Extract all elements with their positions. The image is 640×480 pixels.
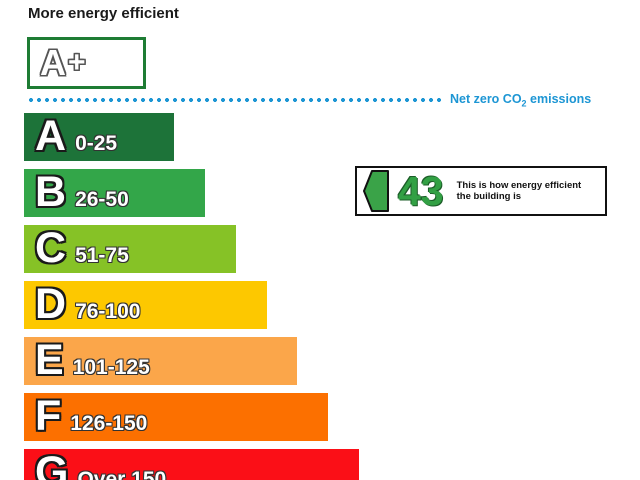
band-b-letter: B bbox=[35, 168, 67, 216]
band-f: F 126-150 bbox=[24, 393, 328, 441]
band-d: D 76-100 bbox=[24, 281, 267, 329]
band-c-range: 51-75 bbox=[75, 244, 129, 267]
band-c-letter: C bbox=[35, 224, 67, 272]
band-e-range: 101-125 bbox=[72, 356, 150, 379]
page-title: More energy efficient bbox=[28, 5, 179, 22]
a-plus-badge: A + bbox=[27, 37, 146, 89]
net-zero-text-end: emissions bbox=[526, 92, 592, 106]
band-g-letter: G bbox=[35, 448, 69, 480]
rating-description: This is how energy efficient the buildin… bbox=[457, 180, 582, 203]
net-zero-dotted-line bbox=[28, 97, 442, 103]
band-f-range: 126-150 bbox=[70, 412, 148, 435]
rating-description-line2: the building is bbox=[456, 191, 521, 202]
band-b: B 26-50 bbox=[24, 169, 205, 217]
band-f-letter: F bbox=[35, 392, 62, 440]
rating-arrow-icon bbox=[363, 170, 389, 212]
band-b-range: 26-50 bbox=[75, 188, 129, 211]
band-a: A 0-25 bbox=[24, 113, 174, 161]
band-c: C 51-75 bbox=[24, 225, 236, 273]
rating-description-line1: This is how energy efficient bbox=[456, 179, 582, 191]
a-plus-sign: + bbox=[68, 46, 86, 79]
band-a-range: 0-25 bbox=[75, 132, 118, 155]
band-e: E 101-125 bbox=[24, 337, 297, 385]
band-g-range: Over 150 bbox=[77, 468, 167, 480]
a-plus-letter: A bbox=[40, 42, 66, 83]
band-d-letter: D bbox=[35, 280, 67, 328]
band-a-letter: A bbox=[35, 112, 67, 160]
band-g: G Over 150 bbox=[24, 449, 359, 480]
rating-value: 43 bbox=[398, 168, 444, 214]
net-zero-text-start: Net zero CO bbox=[450, 92, 522, 106]
band-d-range: 76-100 bbox=[75, 300, 141, 323]
net-zero-subscript: 2 bbox=[521, 98, 527, 109]
net-zero-label: Net zero CO2 emissions bbox=[450, 92, 591, 109]
band-e-letter: E bbox=[35, 336, 64, 384]
current-rating-box: 43 This is how energy efficient the buil… bbox=[355, 166, 607, 216]
